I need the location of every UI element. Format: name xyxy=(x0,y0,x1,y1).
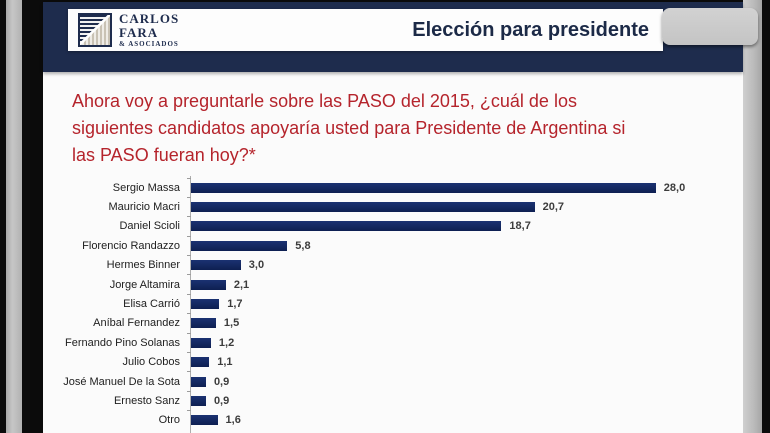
bar-value: 0,9 xyxy=(213,375,230,388)
bar-label: Elisa Carrió xyxy=(123,298,180,311)
axis-tick xyxy=(187,216,191,218)
bar-row: Otro 1,6 xyxy=(63,410,731,430)
bar-zone: 1,7 xyxy=(187,293,731,313)
presentation-slide: CARLOS FARA & ASOCIADOS Elección para pr… xyxy=(43,2,743,433)
bar-zone: 20,7 xyxy=(187,196,731,216)
bar-label: Daniel Scioli xyxy=(119,220,180,233)
bar-label: Mauricio Macri xyxy=(108,201,180,214)
slide-title: Elección para presidente xyxy=(412,18,649,41)
bar-row: Florencio Randazzo 5,8 xyxy=(63,235,731,255)
bar xyxy=(191,395,206,406)
bar-value: 20,7 xyxy=(542,201,565,214)
axis-tick xyxy=(187,293,191,295)
bar-label: Florencio Randazzo xyxy=(82,239,180,252)
logo-line2: FARA xyxy=(119,25,159,40)
axis-tick xyxy=(187,313,191,315)
bar-zone: 18,7 xyxy=(187,216,731,236)
bar-label: Aníbal Fernandez xyxy=(93,317,180,330)
carlos-fara-logo-icon xyxy=(78,13,112,47)
bar-zone: 28,0 xyxy=(187,177,731,197)
axis-tick xyxy=(187,235,191,237)
candidate-bar-chart: Sergio Massa 28,0 Mauricio Macri 20,7 Daniel… xyxy=(63,176,731,433)
axis-tick xyxy=(187,410,191,412)
axis-tick xyxy=(187,332,191,334)
axis-tick xyxy=(187,390,191,392)
header-band: CARLOS FARA & ASOCIADOS Elección para pr… xyxy=(68,9,663,51)
bar-label: Ernesto Sanz xyxy=(113,394,180,407)
bar-label: Sergio Massa xyxy=(112,181,180,194)
bar-row: José Manuel De la Sota 0,9 xyxy=(63,371,731,391)
scrollbar-thumb[interactable] xyxy=(662,8,758,45)
bar xyxy=(191,240,288,251)
axis-tick xyxy=(187,274,191,276)
bar-value: 28,0 xyxy=(663,181,686,194)
bar-label: Jorge Altamira xyxy=(109,278,180,291)
bar-zone: 1,2 xyxy=(187,332,731,352)
bar-value: 1,2 xyxy=(218,336,235,349)
bar-value: 0,9 xyxy=(213,394,230,407)
axis-tick xyxy=(187,352,191,354)
bar-value: 18,7 xyxy=(509,220,531,233)
scrollbar-track[interactable] xyxy=(743,0,762,433)
bar-row: Aníbal Fernandez 1,5 xyxy=(63,313,731,333)
bar-label: José Manuel De la Sota xyxy=(63,375,180,388)
bar-row: Elisa Carrió 1,7 xyxy=(63,293,731,313)
bar-row: Julio Cobos 1,1 xyxy=(63,352,731,372)
bar xyxy=(191,221,502,232)
bar-row: Hermes Binner 3,0 xyxy=(63,255,731,275)
left-frame-strip xyxy=(6,0,22,433)
bar-value: 1,7 xyxy=(227,298,243,311)
bar-label: Hermes Binner xyxy=(106,259,180,272)
slide-banner: CARLOS FARA & ASOCIADOS Elección para pr… xyxy=(43,2,743,72)
bar xyxy=(191,260,241,271)
bar-row: Sergio Massa 28,0 xyxy=(63,177,731,197)
chart-axis-line xyxy=(190,176,191,433)
bar xyxy=(191,202,535,213)
bar-value: 1,5 xyxy=(223,317,240,330)
bar-row: Fernando Pino Solanas 1,2 xyxy=(63,332,731,352)
logo-text: CARLOS FARA & ASOCIADOS xyxy=(119,12,179,48)
bar-value: 5,8 xyxy=(295,239,311,252)
bar-value: 1,6 xyxy=(225,414,241,427)
bar-zone: 5,8 xyxy=(187,235,731,255)
bar-label: Julio Cobos xyxy=(122,356,180,369)
bar xyxy=(191,337,211,348)
bar-zone: 1,6 xyxy=(187,410,731,430)
bar-zone: 0,9 xyxy=(187,390,731,410)
bar xyxy=(191,279,226,290)
bar-value: 3,0 xyxy=(248,259,265,272)
bar xyxy=(191,182,656,193)
bar xyxy=(191,376,206,387)
bar xyxy=(191,299,220,310)
bar-zone: 3,0 xyxy=(187,255,731,275)
bar-value: 2,1 xyxy=(233,278,250,291)
survey-question: Ahora voy a preguntarle sobre las PASO d… xyxy=(72,88,625,169)
axis-tick xyxy=(187,177,191,179)
bar-zone: 2,1 xyxy=(187,274,731,294)
bar-value: 1,1 xyxy=(217,356,233,369)
question-line-1: Ahora voy a preguntarle sobre las PASO d… xyxy=(72,91,577,111)
axis-tick xyxy=(187,255,191,257)
axis-tick xyxy=(187,196,191,198)
bar-row: Jorge Altamira 2,1 xyxy=(63,274,731,294)
logo-line1: CARLOS xyxy=(119,11,180,26)
question-line-2: siguientes candidatos apoyaría usted par… xyxy=(72,118,626,138)
bar-zone: 0,9 xyxy=(187,371,731,391)
bar-row: Mauricio Macri 20,7 xyxy=(63,196,731,216)
logo-line3: & ASOCIADOS xyxy=(119,40,179,48)
axis-tick xyxy=(187,371,191,373)
bar-label: Otro xyxy=(158,414,180,427)
bar-row: Daniel Scioli 18,7 xyxy=(63,216,731,236)
bar xyxy=(191,415,218,426)
question-line-3: las PASO fueran hoy?* xyxy=(72,145,256,165)
bar-zone: 1,1 xyxy=(187,352,731,372)
bar xyxy=(191,318,216,329)
company-logo: CARLOS FARA & ASOCIADOS xyxy=(78,12,179,48)
bar-row: Ernesto Sanz 0,9 xyxy=(63,390,731,410)
bar-label: Fernando Pino Solanas xyxy=(65,336,180,349)
bar xyxy=(191,357,210,368)
bar-zone: 1,5 xyxy=(187,313,731,333)
